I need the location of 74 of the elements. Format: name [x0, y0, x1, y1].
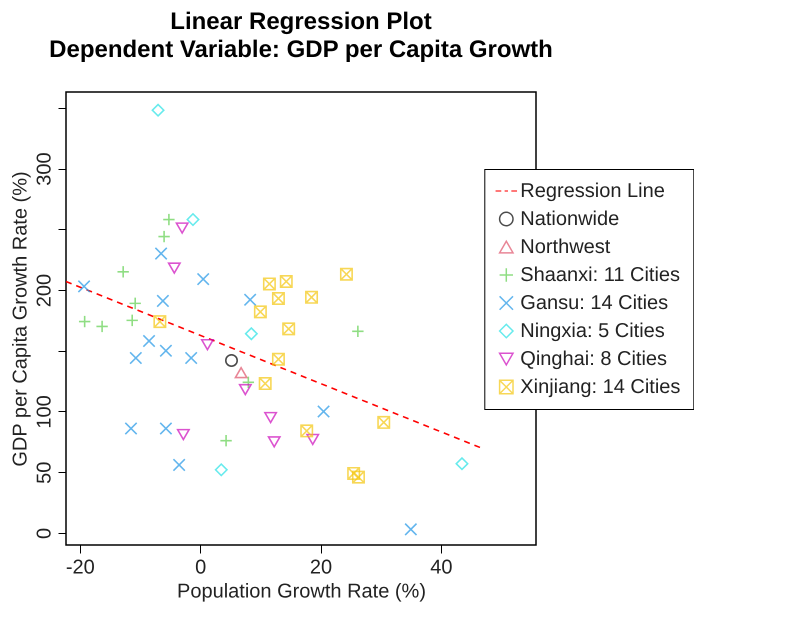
x-tick-label: 40 — [430, 556, 453, 578]
y-axis-title: GDP per Capita Growth Rate (%) — [10, 171, 32, 467]
chart-title: Linear Regression Plot — [170, 8, 432, 35]
point — [352, 470, 365, 484]
y-tick-label: 300 — [34, 152, 56, 186]
point — [78, 315, 92, 328]
point — [351, 324, 364, 338]
y-tick-label: 100 — [34, 395, 56, 429]
point — [377, 416, 390, 429]
point — [168, 262, 181, 274]
legend-label: Gansu: 14 Cities — [520, 292, 668, 314]
point — [176, 428, 190, 440]
point — [306, 434, 320, 446]
point — [186, 213, 200, 226]
x-tick-label: 20 — [310, 556, 332, 578]
point — [129, 352, 142, 365]
point — [142, 334, 156, 348]
point — [128, 296, 142, 310]
point — [172, 458, 186, 472]
point — [220, 434, 233, 448]
legend-label: Shaanxi: 11 Cities — [520, 264, 680, 286]
x-tick-label: 0 — [195, 556, 206, 578]
y-tick-label: 200 — [34, 274, 56, 308]
point — [156, 294, 170, 308]
point — [126, 314, 139, 327]
point — [264, 412, 278, 424]
point — [116, 265, 130, 278]
point — [254, 305, 267, 318]
point — [96, 320, 109, 333]
point — [159, 422, 172, 435]
point — [153, 315, 166, 328]
point — [280, 275, 293, 288]
point — [238, 384, 252, 396]
point — [258, 377, 272, 390]
point — [300, 424, 314, 438]
point — [305, 290, 318, 304]
y-tick-label: 0 — [34, 528, 56, 540]
point — [196, 272, 210, 286]
point — [268, 436, 281, 448]
x-tick-label: -20 — [66, 556, 95, 578]
x-axis-title: Population Growth Rate (%) — [176, 580, 426, 602]
chart-subtitle: Dependent Variable: GDP per Capita Growth — [49, 36, 553, 63]
legend-label: Ningxia: 5 Cities — [520, 320, 665, 342]
point — [224, 354, 238, 367]
point — [262, 277, 276, 290]
point — [282, 322, 296, 336]
point — [214, 463, 228, 476]
y-tick-label: 50 — [34, 462, 56, 484]
point — [234, 366, 248, 378]
point — [242, 376, 255, 389]
point — [272, 352, 285, 366]
point — [162, 213, 176, 226]
point — [244, 293, 257, 306]
point — [340, 268, 353, 281]
point — [158, 230, 171, 244]
point — [244, 327, 258, 340]
legend-label: Northwest — [520, 236, 611, 258]
point — [404, 522, 418, 536]
point — [317, 404, 330, 418]
legend-label: Regression Line — [520, 180, 665, 202]
legend-label: Xinjiang: 14 Cities — [520, 376, 680, 398]
legend-label: Nationwide — [520, 208, 620, 230]
point — [78, 280, 91, 293]
point — [176, 222, 189, 234]
point — [154, 247, 168, 260]
point — [200, 338, 214, 350]
point — [124, 422, 138, 435]
point — [152, 104, 165, 117]
point — [272, 292, 285, 306]
point — [347, 466, 360, 480]
point — [455, 457, 468, 470]
point — [159, 344, 172, 358]
point — [184, 352, 198, 365]
legend-label: Qinghai: 8 Cities — [520, 348, 668, 370]
